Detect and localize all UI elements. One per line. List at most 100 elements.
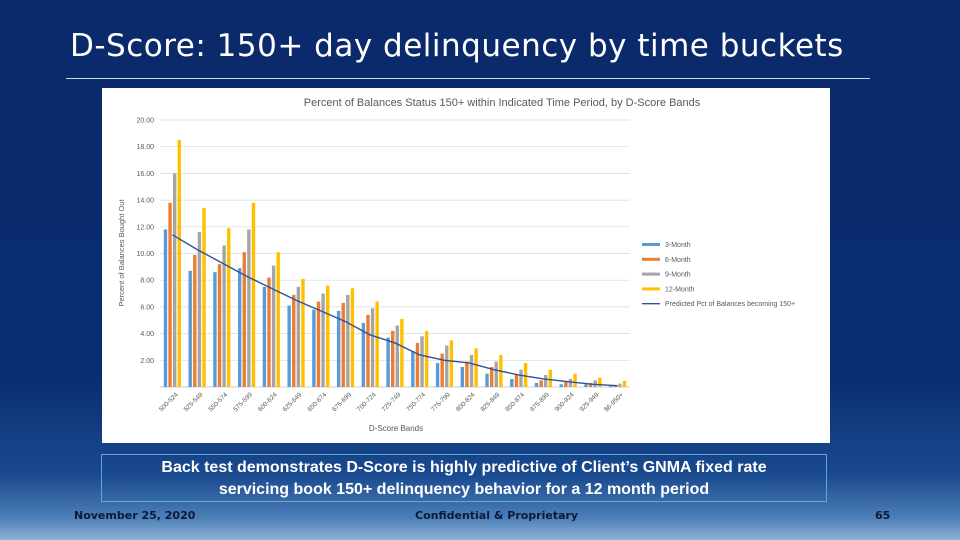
bar-12-month-4 bbox=[276, 252, 280, 387]
legend-swatch-9-month bbox=[642, 272, 660, 276]
chart-svg: Percent of Balances Status 150+ within I… bbox=[117, 97, 795, 433]
bar-3-month-1 bbox=[188, 270, 192, 387]
bar-6-month-4 bbox=[267, 277, 271, 387]
bar-6-month-11 bbox=[440, 353, 444, 387]
bar-12-month-0 bbox=[177, 140, 181, 387]
bar-3-month-10 bbox=[411, 350, 415, 387]
bar-9-month-5 bbox=[296, 286, 301, 387]
bar-9-month-2 bbox=[222, 245, 226, 387]
legend-swatch-3-month bbox=[642, 243, 660, 246]
legend-label: 9-Month bbox=[665, 272, 691, 279]
bar-3-month-12 bbox=[460, 366, 465, 387]
bar-9-month-12 bbox=[469, 354, 474, 387]
bar-6-month-17 bbox=[588, 382, 593, 387]
x-tick-label: 525-549 bbox=[183, 391, 205, 413]
x-tick-labels: 500-524 525-549 550-574 575-599 600-624 625-6… bbox=[158, 391, 625, 413]
bar-6-month-8 bbox=[366, 314, 370, 387]
x-tick-label: 625-649 bbox=[282, 391, 304, 413]
bar-9-month-4 bbox=[271, 265, 276, 387]
callout-box: Back test demonstrates D-Score is highly… bbox=[101, 454, 827, 502]
bar-6-month-16 bbox=[564, 381, 568, 387]
bar-9-month-6 bbox=[321, 293, 325, 387]
bar-6-month-2 bbox=[217, 264, 222, 387]
bar-12-month-7 bbox=[350, 288, 355, 387]
bar-6-month-5 bbox=[292, 294, 296, 387]
x-axis-label: D-Score Bands bbox=[369, 424, 423, 433]
x-tick-label: 750-774 bbox=[405, 391, 427, 413]
y-tick-label: 20.00 bbox=[136, 118, 154, 125]
bar-12-month-12 bbox=[474, 348, 478, 387]
bar-3-month-8 bbox=[361, 322, 366, 387]
bar-12-month-9 bbox=[400, 318, 404, 387]
predicted-line bbox=[172, 234, 618, 387]
bar-9-month-3 bbox=[247, 229, 251, 387]
x-tick-label: 675-699 bbox=[331, 391, 353, 413]
bar-9-month-16 bbox=[568, 378, 573, 387]
bar-6-month-0 bbox=[168, 202, 172, 387]
x-tick-label: 900-924 bbox=[554, 391, 576, 413]
y-tick-label: 14.00 bbox=[136, 198, 154, 205]
bar-12-month-10 bbox=[424, 330, 429, 387]
bar-9-month-8 bbox=[370, 308, 375, 387]
legend-label: Predicted Pct of Balances becoming 150+ bbox=[665, 301, 795, 308]
y-tick-label: 2.00 bbox=[140, 358, 154, 365]
bar-6-month-7 bbox=[341, 302, 345, 387]
bar-3-month-18 bbox=[609, 385, 613, 387]
bar-3-month-2 bbox=[213, 272, 217, 387]
bar-6-month-10 bbox=[415, 342, 420, 387]
bar-3-month-13 bbox=[485, 373, 489, 387]
bar-6-month-14 bbox=[514, 374, 519, 387]
footer-confidential: Confidential & Proprietary bbox=[415, 509, 579, 522]
bar-6-month-1 bbox=[193, 254, 197, 387]
bars bbox=[163, 140, 627, 387]
bar-12-month-3 bbox=[251, 202, 256, 387]
bar-9-month-7 bbox=[346, 294, 350, 387]
bar-3-month-16 bbox=[559, 384, 563, 387]
callout-line-2: servicing book 150+ delinquency behavior… bbox=[218, 481, 710, 498]
bar-3-month-5 bbox=[287, 305, 291, 387]
legend-label: 12-Month bbox=[665, 286, 695, 293]
y-tick-label: 16.00 bbox=[136, 171, 154, 178]
legend-label: 6-Month bbox=[665, 257, 691, 264]
x-tick-label: 850-874 bbox=[504, 391, 526, 413]
bar-3-month-11 bbox=[435, 362, 440, 387]
title-divider bbox=[66, 78, 870, 79]
y-tick-label: 8.00 bbox=[140, 278, 154, 285]
x-tick-label: 650-674 bbox=[306, 391, 328, 413]
bar-9-month-13 bbox=[494, 361, 498, 387]
bar-3-month-14 bbox=[510, 378, 514, 387]
y-tick-label: 10.00 bbox=[136, 251, 154, 258]
legend-swatch-6-month bbox=[642, 257, 660, 261]
bar-6-month-13 bbox=[489, 366, 494, 387]
chart-panel: Percent of Balances Status 150+ within I… bbox=[102, 88, 830, 443]
bar-12-month-2 bbox=[227, 228, 231, 387]
legend-label: 3-Month bbox=[665, 242, 691, 249]
bar-9-month-18 bbox=[618, 383, 622, 387]
bar-9-month-14 bbox=[519, 369, 523, 387]
x-tick-label: 725-749 bbox=[381, 391, 403, 413]
bar-6-month-6 bbox=[316, 301, 321, 387]
bar-3-month-3 bbox=[237, 268, 242, 387]
bar-12-month-18 bbox=[622, 380, 627, 387]
bar-12-month-17 bbox=[598, 377, 602, 387]
x-tick-label: 825-849 bbox=[480, 391, 502, 413]
bar-3-month-17 bbox=[584, 384, 588, 387]
bar-6-month-12 bbox=[465, 361, 469, 387]
chart-title: Percent of Balances Status 150+ within I… bbox=[304, 97, 701, 109]
bar-12-month-15 bbox=[548, 369, 553, 387]
bar-3-month-4 bbox=[262, 286, 267, 387]
bar-12-month-5 bbox=[301, 278, 305, 387]
x-tick-label: 775-799 bbox=[430, 391, 452, 413]
y-tick-labels: 20.00 18.00 16.00 14.00 12.00 10.00 8.00 6.00 4.… bbox=[136, 118, 154, 365]
bar-9-month-9 bbox=[395, 325, 399, 387]
y-tick-label: 4.00 bbox=[140, 331, 154, 338]
bar-12-month-16 bbox=[573, 373, 577, 387]
x-tick-label: 700-724 bbox=[356, 391, 378, 413]
x-tick-label: 575-599 bbox=[232, 391, 254, 413]
bar-9-month-17 bbox=[593, 380, 597, 387]
x-tick-label: $6-950+ bbox=[603, 391, 625, 413]
callout-line-1: Back test demonstrates D-Score is highly… bbox=[161, 459, 767, 476]
page-number: 65 bbox=[875, 509, 891, 522]
x-tick-label: 925-949 bbox=[578, 391, 600, 413]
x-tick-label: 875-899 bbox=[529, 391, 551, 413]
